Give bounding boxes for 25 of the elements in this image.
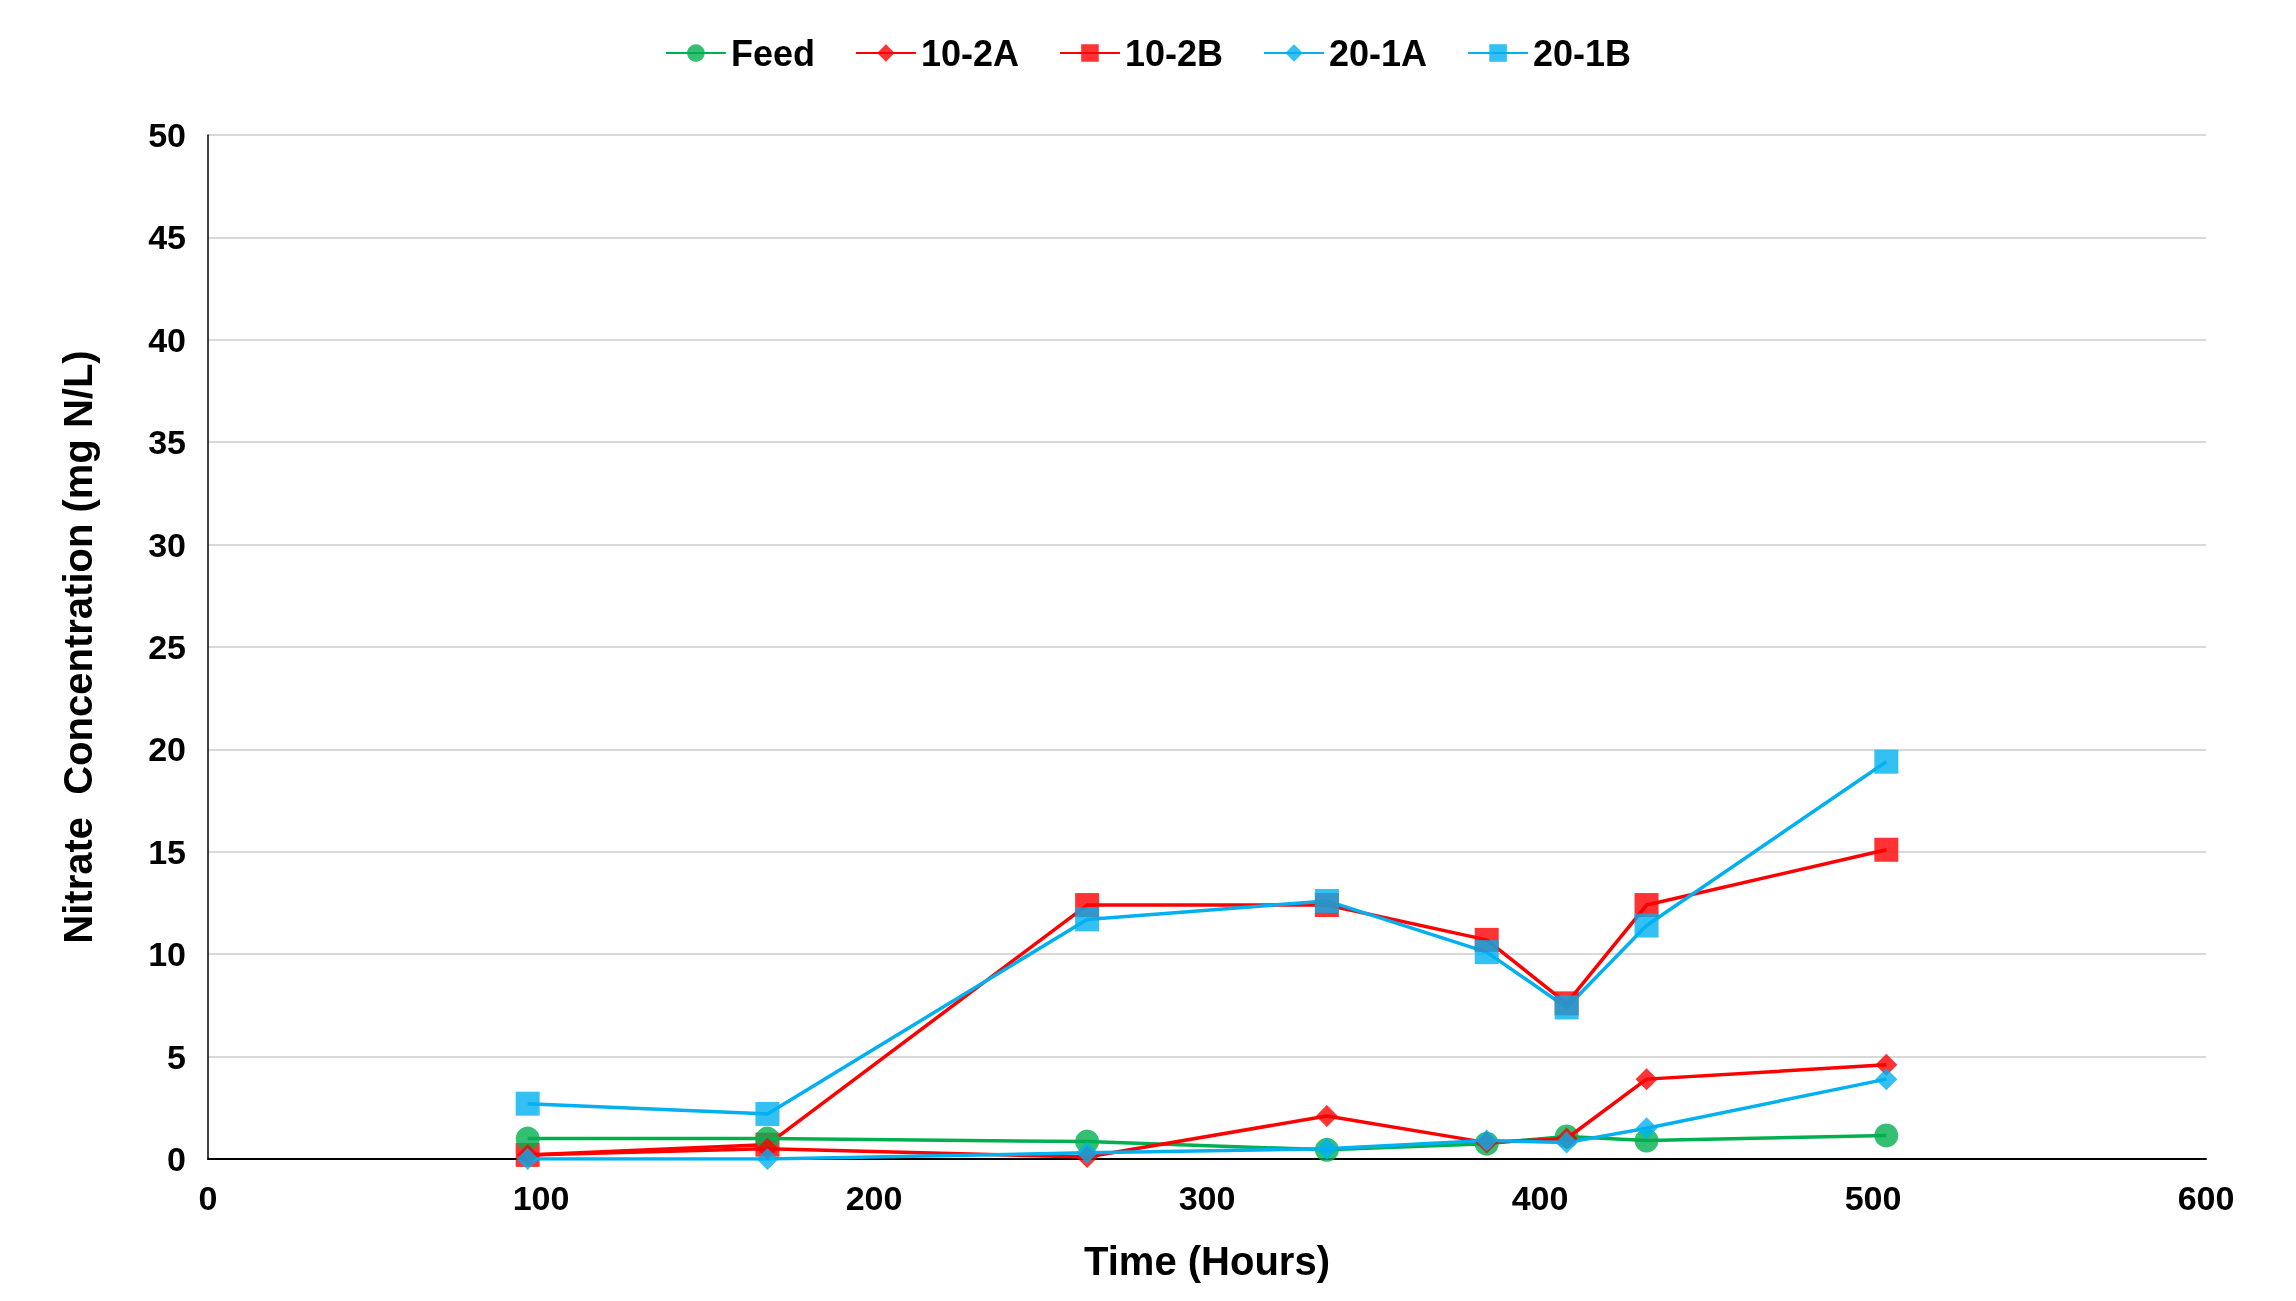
- y-tick-label: 45: [148, 218, 186, 257]
- y-tick-label: 0: [167, 1140, 186, 1178]
- y-tick-label: 50: [148, 116, 186, 154]
- legend-label: 20-1B: [1533, 32, 1632, 74]
- x-tick-label: 600: [2177, 1179, 2235, 1217]
- x-tick-label: 0: [198, 1179, 218, 1217]
- x-tick-label: 200: [845, 1179, 903, 1217]
- y-tick-label: 15: [148, 832, 186, 871]
- y-axis-title: Nitrate Concentration (mg N/L): [56, 350, 100, 944]
- x-tick-label: 100: [512, 1179, 570, 1217]
- y-tick-label: 30: [148, 525, 186, 564]
- x-tick-label: 500: [1844, 1179, 1902, 1217]
- y-tick-label: 20: [148, 730, 186, 769]
- x-tick-label: 300: [1178, 1179, 1236, 1217]
- x-tick-label: 400: [1511, 1179, 1569, 1217]
- legend-label: 20-1A: [1329, 32, 1428, 74]
- y-tick-label: 25: [148, 628, 186, 666]
- legend-label: 10-2B: [1124, 32, 1224, 74]
- legend-label: 10-2A: [920, 32, 1019, 74]
- y-tick-label: 5: [167, 1037, 186, 1076]
- legend-label: Feed: [730, 32, 815, 74]
- y-tick-label: 35: [148, 423, 186, 462]
- y-tick-label: 40: [148, 320, 186, 359]
- x-axis-title: Time (Hours): [1084, 1239, 1330, 1283]
- y-tick-label: 10: [148, 935, 186, 974]
